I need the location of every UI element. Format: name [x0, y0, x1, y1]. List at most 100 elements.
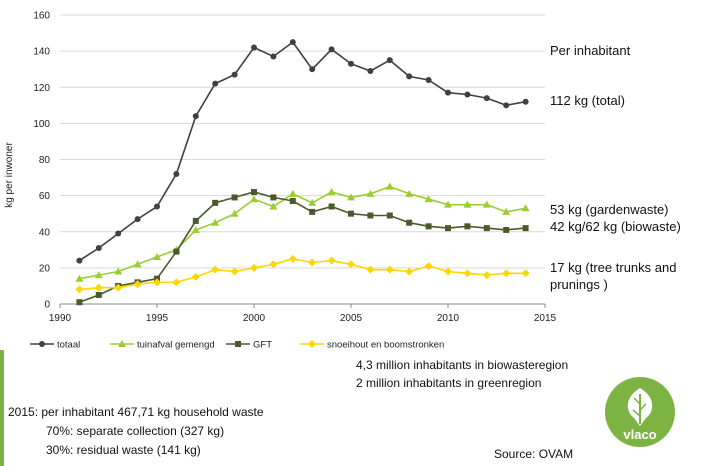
data-point-totaal [212, 80, 219, 87]
data-point-tuinafval-gemengd [94, 271, 103, 279]
y-tick-label: 160 [33, 11, 50, 22]
data-point-snoeihout-en-boomstronken [482, 271, 491, 280]
green-accent-bar [0, 350, 4, 466]
data-point-snoeihout-en-boomstronken [327, 256, 336, 265]
y-tick-label: 140 [33, 47, 50, 58]
y-axis-label: kg per inwoner [4, 142, 15, 208]
data-point-totaal [154, 203, 160, 210]
legend-marker-gft [235, 341, 241, 347]
series-line-gft [79, 191, 526, 303]
data-point-snoeihout-en-boomstronken [444, 267, 452, 276]
vlaco-logo: vlaco [605, 377, 675, 447]
data-point-gft [425, 223, 432, 230]
y-tick-label: 80 [39, 155, 51, 166]
y-tick-label: 20 [39, 263, 51, 274]
data-point-gft [212, 199, 219, 206]
y-tick-label: 0 [44, 300, 50, 311]
data-point-gft [251, 189, 257, 196]
total-annotation: 112 kg (total) [550, 93, 625, 108]
data-point-totaal [76, 257, 83, 264]
data-point-gft [406, 219, 413, 226]
data-point-tuinafval-gemengd [133, 260, 142, 268]
biowaste-region-note: 4,3 million inhabitants in biowasteregio… [356, 358, 569, 372]
svg-text:vlaco: vlaco [623, 427, 656, 442]
prunings-annotation: prunings ) [550, 277, 608, 292]
axes: 0 20 40 60 80 100 120 140 160 1990 1995 2000 2005 201… [33, 11, 556, 325]
legend-label-totaal: totaal [57, 340, 80, 351]
per-inhabitant-annotation: Per inhabitant [550, 43, 631, 58]
green-region-note: 2 million inhabitants in greenregion [356, 376, 542, 390]
x-tick-label: 2015 [534, 313, 557, 324]
data-point-gft [231, 194, 238, 201]
data-point-tuinafval-gemengd [327, 188, 336, 196]
data-point-tuinafval-gemengd [385, 182, 394, 190]
data-point-gft [192, 217, 199, 224]
legend-marker-snoeihout-en-boomstronken [308, 340, 316, 348]
data-point-gft [309, 208, 316, 215]
x-tick-label: 2005 [340, 313, 363, 324]
data-point-totaal [425, 77, 432, 84]
data-point-tuinafval-gemengd [463, 200, 472, 208]
data-point-totaal [251, 44, 257, 51]
data-point-totaal [173, 170, 180, 177]
data-point-gft [367, 212, 374, 219]
y-tick-label: 40 [39, 227, 51, 238]
data-point-gft [270, 194, 277, 201]
legend-marker-totaal [39, 341, 45, 347]
data-point-totaal [231, 71, 238, 78]
legend-marker-tuinafval-gemengd [118, 340, 126, 347]
separate-collection-note: 70%: separate collection (327 kg) [46, 424, 225, 438]
series-line-totaal [78, 40, 526, 262]
data-point-tuinafval-gemengd [191, 225, 200, 233]
gardenwaste-annotation: 53 kg (gardenwaste) [550, 202, 669, 217]
data-point-gft [503, 226, 510, 233]
data-point-snoeihout-en-boomstronken [502, 269, 511, 278]
data-point-gft [348, 210, 354, 217]
data-point-snoeihout-en-boomstronken [385, 265, 394, 274]
legend: totaal tuinafval gemengd GFT snoeihout en b… [30, 340, 444, 351]
grid [60, 14, 545, 305]
data-point-totaal [406, 73, 413, 80]
data-point-tuinafval-gemengd [269, 202, 278, 210]
data-point-snoeihout-en-boomstronken [133, 280, 142, 289]
y-tick-label: 60 [39, 191, 51, 202]
data-point-totaal [445, 89, 451, 96]
data-point-totaal [503, 102, 510, 109]
x-tick-label: 2000 [243, 313, 266, 324]
y-tick-label: 120 [33, 83, 50, 94]
data-point-totaal [115, 230, 122, 237]
data-point-totaal [367, 67, 374, 74]
data-point-gft [95, 291, 102, 298]
data-point-totaal [134, 216, 141, 223]
data-point-snoeihout-en-boomstronken [153, 278, 161, 287]
data-point-totaal [328, 46, 335, 53]
data-point-gft [445, 225, 451, 232]
biowaste-annotation: 42 kg/62 kg (biowaste) [550, 219, 681, 234]
data-point-tuinafval-gemengd [444, 200, 452, 208]
data-point-snoeihout-en-boomstronken [114, 283, 123, 292]
series-line-snoeihout-en-boomstronken [79, 257, 526, 291]
legend-label-tuinafval-gemengd: tuinafval gemengd [137, 340, 215, 351]
data-point-snoeihout-en-boomstronken [191, 272, 200, 281]
data-point-totaal [289, 39, 296, 46]
legend-label-snoeihout-en-boomstronken: snoeihout en boomstronken [327, 340, 444, 351]
data-point-tuinafval-gemengd [366, 189, 375, 197]
data-point-snoeihout-en-boomstronken [230, 267, 239, 276]
data-point-tuinafval-gemengd [211, 218, 220, 226]
data-point-tuinafval-gemengd [230, 209, 239, 217]
data-point-snoeihout-en-boomstronken [366, 265, 375, 274]
data-point-tuinafval-gemengd [153, 253, 161, 261]
data-point-snoeihout-en-boomstronken [347, 260, 355, 269]
data-point-gft [522, 225, 529, 232]
residual-waste-note: 30%: residual waste (141 kg) [46, 443, 201, 457]
data-point-snoeihout-en-boomstronken [211, 265, 220, 274]
data-point-gft [464, 223, 471, 230]
data-point-totaal [270, 53, 277, 60]
data-point-tuinafval-gemengd [424, 195, 433, 203]
data-point-tuinafval-gemengd [482, 200, 491, 208]
data-point-totaal [464, 91, 471, 98]
data-point-gft [289, 198, 296, 205]
data-point-tuinafval-gemengd [502, 207, 511, 215]
data-point-snoeihout-en-boomstronken [94, 283, 103, 292]
data-point-snoeihout-en-boomstronken [269, 260, 278, 269]
